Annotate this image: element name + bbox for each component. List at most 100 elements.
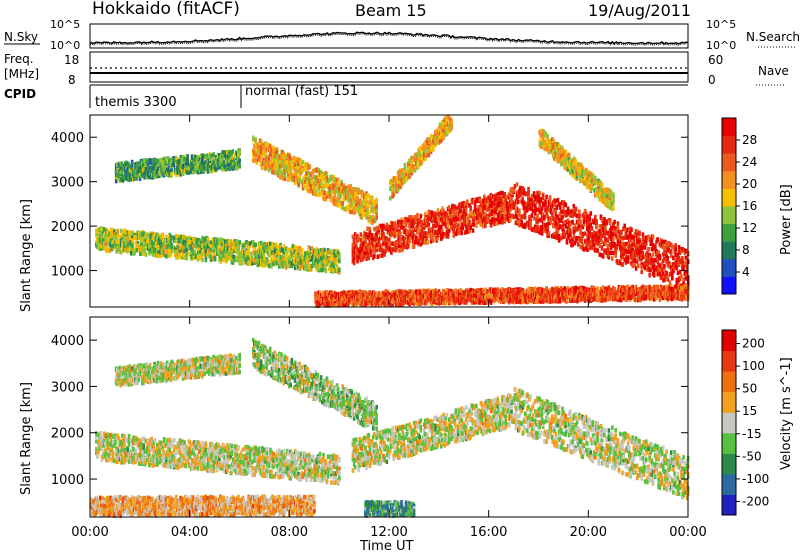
echo-cell [611,243,614,248]
echo-cell [587,221,590,226]
echo-cell [290,165,294,170]
echo-cell [347,189,350,194]
echo-cell [496,198,500,204]
echo-cell [599,233,603,238]
echo-cell [316,258,320,264]
echo-cell [432,238,435,243]
beam-label: Beam 15 [355,1,427,20]
echo-cell [295,159,298,164]
echo-cell [196,250,200,256]
echo-cell [153,232,157,237]
echo-cell [637,234,640,239]
echo-cell [668,280,672,285]
echo-cell [108,248,112,253]
echo-cell [536,224,539,229]
echo-cell [170,159,173,165]
echo-cell [493,221,496,227]
echo-cell [532,191,536,196]
echo-cell [458,202,461,207]
echo-cell [554,217,557,223]
echo-cell [211,237,214,242]
echo-cell [227,162,230,167]
echo-cell [537,194,540,200]
echo-cell [402,221,406,227]
echo-cell [675,265,679,271]
echo-cell [298,174,301,179]
echo-cell [180,166,184,171]
echo-cell [384,225,388,230]
echo-cell [331,253,334,258]
echo-cell [614,232,617,237]
echo-cell [352,237,356,242]
echo-cell [455,211,459,216]
echo-cell [365,245,368,251]
echo-cell [263,248,266,253]
echo-cell [277,245,280,250]
echo-cell [646,253,649,258]
echo-cell [457,216,460,222]
echo-cell [604,228,607,233]
echo-cell [208,241,211,247]
echo-cell [505,201,509,206]
echo-cell [666,255,670,261]
echo-cell [310,176,314,182]
echo-cell [671,244,674,249]
echo-cell [287,247,290,253]
echo-cell [202,250,205,256]
echo-cell [204,245,208,250]
echo-cell [262,261,265,266]
echo-cell [442,208,445,214]
echo-cell [504,197,508,202]
echo-cell [275,165,279,170]
echo-cell [684,255,688,261]
echo-cell [645,241,648,246]
echo-cell [454,219,458,225]
echo-cell [222,257,226,263]
echo-cell [436,236,440,241]
echo-cell [146,161,150,166]
echo-cell [265,142,269,147]
echo-cell [361,237,365,242]
echo-cell [579,244,582,249]
echo-cell [635,229,639,234]
echo-cell [310,255,314,261]
echo-cell [206,169,210,174]
echo-cell [656,259,659,264]
echo-cell [225,259,228,264]
freq-label: Freq. [4,52,34,66]
echo-cell [295,156,298,162]
nave-label: Nave [758,64,789,78]
echo-cell [299,158,303,163]
echo-cell [318,258,322,263]
echo-cell [423,235,426,241]
echo-cell [135,174,138,179]
echo-cell [239,252,243,257]
echo-cell [447,228,451,234]
echo-cell [404,217,408,222]
echo-cell [503,219,506,224]
echo-cell [436,232,440,238]
echo-cell [468,228,471,234]
echo-cell [662,271,665,276]
echo-cell [551,212,554,217]
echo-cell [129,177,133,182]
echo-cell [237,155,240,161]
echo-cell [283,176,287,181]
echo-cell [424,211,427,217]
echo-cell [282,166,286,171]
echo-cell [315,167,318,173]
echo-cell [605,221,608,226]
echo-cell [319,190,323,195]
echo-cell [541,192,545,198]
echo-cell [160,172,163,177]
echo-cell [562,228,565,234]
echo-cell [645,236,648,241]
echo-cell [547,231,551,236]
echo-cell [375,235,378,240]
echo-cell [615,245,619,251]
echo-cell [404,223,408,228]
echo-cell [135,237,139,243]
echo-cell [478,212,482,218]
echo-cell [340,182,343,187]
echo-cell [595,223,598,228]
